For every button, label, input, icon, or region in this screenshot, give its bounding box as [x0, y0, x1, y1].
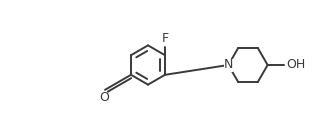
Text: OH: OH — [286, 58, 306, 72]
Text: N: N — [224, 58, 233, 72]
Text: F: F — [161, 32, 168, 45]
Text: O: O — [99, 91, 110, 104]
